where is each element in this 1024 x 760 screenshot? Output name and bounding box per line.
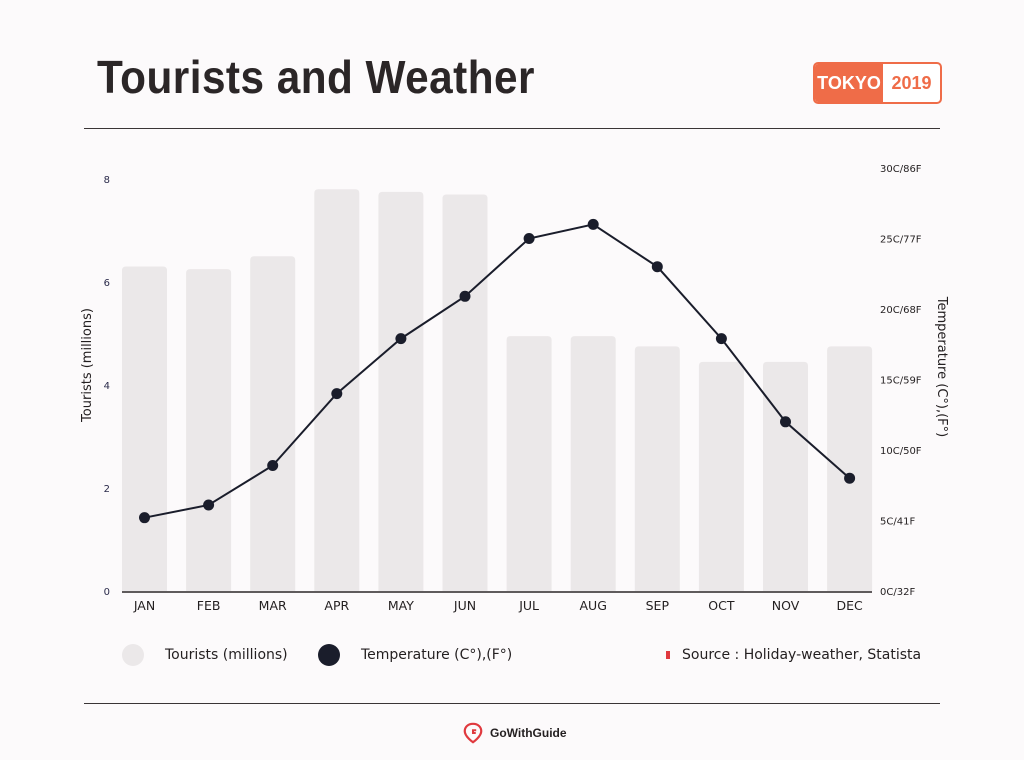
tourist-bar bbox=[378, 191, 424, 591]
temperature-point bbox=[459, 290, 471, 302]
bottom-divider bbox=[84, 703, 940, 704]
y-left-axis-label: Tourists (millions) bbox=[80, 308, 95, 423]
source-marker bbox=[666, 651, 670, 659]
temperature-point bbox=[780, 416, 791, 428]
y-right-tick-label: 5C/41F bbox=[880, 517, 915, 528]
y-left-tick-label: 2 bbox=[104, 484, 110, 495]
tourist-bar bbox=[186, 269, 232, 591]
y-right-tick-label: 10C/50F bbox=[880, 446, 922, 457]
legend-line-swatch bbox=[318, 644, 340, 666]
temperature-point bbox=[267, 460, 279, 472]
tourist-bar bbox=[442, 194, 488, 591]
source-text: Source : Holiday-weather, Statista bbox=[682, 647, 922, 663]
temperature-point bbox=[331, 388, 343, 400]
x-tick-label: AUG bbox=[580, 598, 607, 613]
x-tick-label: JAN bbox=[133, 598, 155, 613]
x-tick-label: OCT bbox=[708, 598, 735, 613]
brand-name: GoWithGuide bbox=[490, 726, 567, 740]
y-left-tick-label: 4 bbox=[104, 381, 110, 392]
tourist-bar bbox=[763, 361, 808, 591]
x-tick-label: APR bbox=[324, 598, 349, 613]
legend-tourists: Tourists (millions) bbox=[122, 644, 288, 666]
temperature-point bbox=[587, 218, 599, 230]
x-tick-label: JUN bbox=[453, 598, 476, 613]
y-right-axis-label: Temperature (C°),(F°) bbox=[934, 296, 949, 437]
x-tick-label: SEP bbox=[646, 598, 670, 613]
combo-chart: JAN FEB MAR APR MAY JUN JUL AUG SEP OCT NOV DEC 0 2 4 6… bbox=[80, 164, 949, 613]
tourist-bar bbox=[827, 346, 873, 591]
y-right-tick-label: 30C/86F bbox=[880, 164, 922, 175]
x-tick-label: DEC bbox=[836, 598, 863, 613]
tourist-bar bbox=[122, 266, 167, 591]
temperature-point bbox=[395, 333, 407, 345]
city-year-badge: TOKYO 2019 bbox=[813, 62, 942, 104]
legend-temperature: Temperature (C°),(F°) bbox=[318, 644, 512, 666]
chart-title: Tourists and Weather bbox=[97, 51, 535, 103]
temperature-point bbox=[523, 233, 535, 244]
x-tick-label: JUL bbox=[518, 598, 539, 613]
tourist-bar bbox=[634, 346, 680, 591]
y-left-tick-label: 8 bbox=[104, 175, 110, 186]
temperature-point bbox=[844, 472, 856, 484]
top-divider bbox=[84, 128, 940, 129]
badge-year: 2019 bbox=[891, 72, 932, 93]
tourist-bar bbox=[250, 256, 296, 591]
y-right-tick-label: 25C/77F bbox=[880, 235, 922, 246]
y-right-tick-label: 0C/32F bbox=[880, 587, 915, 598]
gowithguide-logo-icon bbox=[463, 722, 483, 744]
temperature-point bbox=[715, 333, 727, 345]
y-right-tick-label: 15C/59F bbox=[880, 376, 922, 387]
temperature-point bbox=[651, 261, 663, 273]
y-right-tick-label: 20C/68F bbox=[880, 305, 922, 316]
y-left-tick-label: 6 bbox=[104, 278, 110, 289]
x-tick-label: FEB bbox=[197, 598, 221, 613]
tourist-bar bbox=[570, 336, 616, 591]
badge-city: TOKYO bbox=[815, 64, 883, 102]
legend-tourists-label: Tourists (millions) bbox=[165, 647, 288, 663]
source-note: Source : Holiday-weather, Statista bbox=[666, 647, 921, 663]
tourist-bar bbox=[698, 361, 744, 591]
legend-bar-swatch bbox=[122, 644, 144, 666]
temperature-point bbox=[203, 499, 215, 511]
temperature-line bbox=[144, 223, 851, 519]
legend-temperature-label: Temperature (C°),(F°) bbox=[361, 647, 513, 663]
tourist-bar bbox=[506, 336, 552, 591]
x-tick-label: MAY bbox=[388, 598, 414, 613]
x-tick-label: NOV bbox=[772, 598, 800, 613]
temperature-point bbox=[139, 512, 150, 524]
brand: GoWithGuide bbox=[462, 722, 567, 744]
x-tick-label: MAR bbox=[259, 598, 287, 613]
y-left-tick-label: 0 bbox=[104, 587, 110, 598]
